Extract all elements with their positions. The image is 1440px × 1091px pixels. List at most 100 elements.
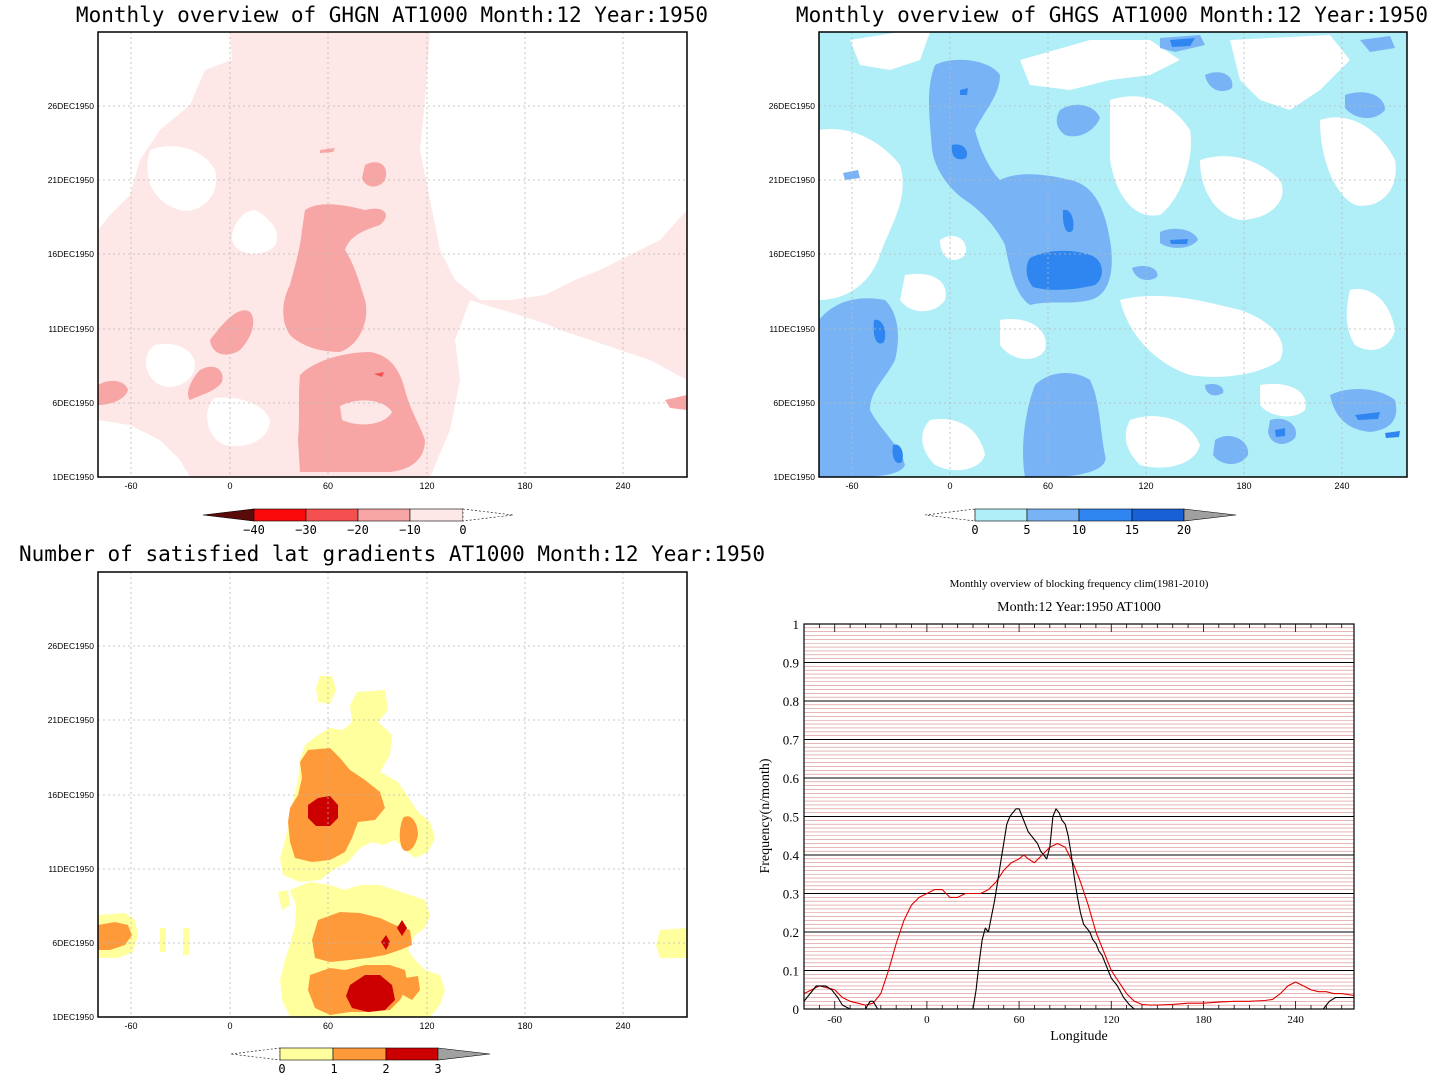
satisfied-plot-frame xyxy=(97,571,688,1018)
ghgs-gridlines xyxy=(819,32,1407,477)
y-tick-label: 0.3 xyxy=(783,887,799,902)
chart-x-axis-label: Longitude xyxy=(1050,1029,1108,1044)
ghgn-x-ticks: -60 0 60 120 180 240 xyxy=(124,481,630,491)
colorbar-swatch xyxy=(437,1047,491,1061)
panel-ghgn: Monthly overview of GHGN AT1000 Month:12… xyxy=(48,3,708,537)
chart-y-axis-label: Frequency(n/month) xyxy=(758,758,773,873)
panel-ghgn-title: Monthly overview of GHGN AT1000 Month:12… xyxy=(76,3,708,27)
colorbar-label: 0 xyxy=(971,523,978,537)
ghgn-gridlines xyxy=(98,32,687,477)
x-tick-label: -60 xyxy=(827,1014,842,1026)
x-tick-label: -60 xyxy=(124,1021,137,1031)
panel-blocking-frequency: Monthly overview of blocking frequency c… xyxy=(758,578,1355,1044)
colorbar-label: −30 xyxy=(295,523,317,537)
x-tick-label: 240 xyxy=(1287,1014,1304,1026)
x-tick-label: 60 xyxy=(323,1021,333,1031)
colorbar-swatch xyxy=(385,1047,439,1061)
colorbar-swatch xyxy=(202,508,255,522)
y-tick-label: 11DEC1950 xyxy=(48,324,94,334)
colorbar-swatch xyxy=(462,508,514,522)
y-tick-label: 26DEC1950 xyxy=(769,101,816,111)
panel-satisfied-title: Number of satisfied lat gradients AT1000… xyxy=(19,542,765,566)
x-tick-label: 60 xyxy=(323,481,333,491)
x-tick-label: 120 xyxy=(1138,481,1153,491)
colorbar-swatch xyxy=(357,508,411,522)
colorbar-label: 0 xyxy=(459,523,466,537)
colorbar-label: 15 xyxy=(1125,523,1139,537)
colorbar-swatch xyxy=(1078,508,1133,522)
chart-minor-gridlines xyxy=(804,627,1354,1006)
ghgn-fill-m20-to-m30 xyxy=(374,372,384,377)
chart-axis-ticks xyxy=(803,624,1343,1009)
colorbar-label: 3 xyxy=(434,1062,441,1076)
colorbar-swatch xyxy=(279,1047,334,1061)
colorbar-swatch xyxy=(305,508,359,522)
ghgs-x-ticks: -60 0 60 120 180 240 xyxy=(845,481,1349,491)
x-tick-label: -60 xyxy=(124,481,137,491)
satisfied-x-ticks: -60 0 60 120 180 240 xyxy=(124,1021,630,1031)
colorbar-label: −10 xyxy=(399,523,421,537)
colorbar-swatch xyxy=(253,508,307,522)
ghgs-fill-0-to-5 xyxy=(819,32,1407,477)
x-tick-label: 0 xyxy=(227,1021,232,1031)
y-tick-label: 0 xyxy=(793,1002,800,1017)
y-tick-label: 21DEC1950 xyxy=(769,175,816,185)
x-tick-label: 240 xyxy=(1334,481,1349,491)
y-tick-label: 0.2 xyxy=(783,925,799,940)
y-tick-label: 1DEC1950 xyxy=(52,1012,94,1022)
colorbar-swatch xyxy=(974,508,1028,522)
series-line-0 xyxy=(804,842,1354,1006)
panel-satisfied: Number of satisfied lat gradients AT1000… xyxy=(19,542,765,1076)
chart-plot-frame xyxy=(803,623,1355,1010)
y-tick-label: 11DEC1950 xyxy=(769,324,815,334)
x-tick-label: 180 xyxy=(1236,481,1251,491)
y-tick-label: 0.1 xyxy=(783,964,799,979)
colorbar-swatch xyxy=(409,508,464,522)
x-tick-label: 240 xyxy=(615,1021,630,1031)
y-tick-label: 1 xyxy=(793,617,800,632)
colorbar-swatch xyxy=(1183,508,1237,522)
colorbar-label: 20 xyxy=(1177,523,1191,537)
satisfied-colorbar: 0 1 2 3 xyxy=(230,1047,491,1076)
satisfied-fill-2-to-3 xyxy=(308,796,407,1012)
ghgn-colorbar: −40 −30 −20 −10 0 xyxy=(202,508,514,537)
ghgs-plot-frame xyxy=(818,31,1408,478)
chart-series-group xyxy=(804,808,1354,1009)
x-tick-label: 180 xyxy=(1195,1014,1212,1026)
y-tick-label: 1DEC1950 xyxy=(52,472,94,482)
colorbar-label: −40 xyxy=(243,523,265,537)
ghgs-fill-5-to-10 xyxy=(819,35,1397,477)
x-tick-label: -60 xyxy=(845,481,858,491)
ghgn-y-ticks: 1DEC1950 6DEC1950 11DEC1950 16DEC1950 21… xyxy=(48,101,95,482)
x-tick-label: 0 xyxy=(227,481,232,491)
y-tick-label: 26DEC1950 xyxy=(48,101,95,111)
y-tick-label: 0.6 xyxy=(783,771,800,786)
y-tick-label: 6DEC1950 xyxy=(773,398,815,408)
y-tick-label: 0.7 xyxy=(783,733,800,748)
satisfied-contour-field xyxy=(98,572,687,1017)
colorbar-label: −20 xyxy=(347,523,369,537)
y-tick-label: 21DEC1950 xyxy=(48,175,95,185)
colorbar-label: 2 xyxy=(382,1062,389,1076)
colorbar-swatch xyxy=(332,1047,387,1061)
ghgs-y-ticks: 1DEC1950 6DEC1950 11DEC1950 16DEC1950 21… xyxy=(769,101,816,482)
x-tick-label: 120 xyxy=(419,481,434,491)
colorbar-swatch xyxy=(230,1047,281,1061)
ghgs-contour-field xyxy=(819,32,1407,477)
x-tick-label: 180 xyxy=(517,1021,532,1031)
x-tick-label: 120 xyxy=(1103,1014,1120,1026)
ghgs-fill-10-to-15 xyxy=(873,38,1400,464)
satisfied-y-ticks: 1DEC1950 6DEC1950 11DEC1950 16DEC1950 21… xyxy=(48,641,95,1022)
ghgs-white-areas xyxy=(819,32,1396,471)
y-tick-label: 26DEC1950 xyxy=(48,641,95,651)
x-tick-label: 60 xyxy=(1043,481,1053,491)
y-tick-label: 0.9 xyxy=(783,656,799,671)
ghgs-colorbar: 0 5 10 15 20 xyxy=(924,508,1237,537)
colorbar-swatch xyxy=(1026,508,1080,522)
y-tick-label: 11DEC1950 xyxy=(48,864,94,874)
chart-subtitle: Month:12 Year:1950 AT1000 xyxy=(997,600,1161,615)
panel-ghgs: Monthly overview of GHGS AT1000 Month:12… xyxy=(769,3,1428,537)
satisfied-gridlines xyxy=(98,572,687,1017)
chart-y-tick-labels: 0 0.1 0.2 0.3 0.4 0.5 0.6 0.7 0.8 0.9 1 xyxy=(783,617,800,1017)
